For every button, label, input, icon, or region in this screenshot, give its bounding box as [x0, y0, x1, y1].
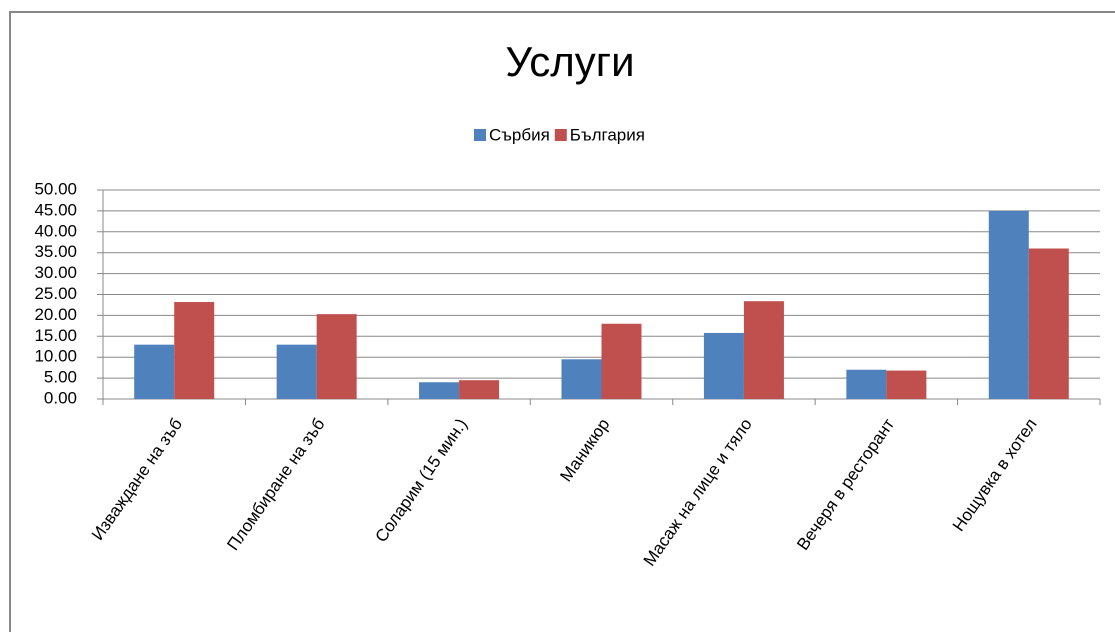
y-tick-label: 35.00 [34, 242, 77, 261]
bar [886, 370, 927, 399]
bar [1028, 248, 1069, 399]
chart-title: Услуги [505, 38, 634, 85]
bar [316, 314, 357, 399]
legend-swatch [474, 129, 486, 141]
y-tick-label: 20.00 [34, 305, 77, 324]
bar [459, 380, 500, 399]
bar [846, 369, 887, 399]
y-tick-label: 10.00 [34, 347, 77, 366]
bar [601, 323, 642, 399]
y-tick-label: 30.00 [34, 263, 77, 282]
bar [174, 302, 215, 399]
legend-swatch [554, 129, 567, 141]
bar [419, 382, 460, 399]
y-tick-label: 5.00 [44, 368, 77, 387]
y-tick-label: 0.00 [44, 388, 77, 407]
bar [134, 344, 175, 399]
legend-label: Сърбия [489, 125, 550, 144]
bar [561, 359, 602, 399]
y-tick-label: 15.00 [34, 326, 77, 345]
legend-label: България [570, 125, 645, 144]
bar [276, 344, 317, 399]
y-tick-label: 40.00 [34, 221, 77, 240]
y-tick-label: 50.00 [34, 179, 77, 198]
bar [988, 210, 1029, 399]
bar [703, 332, 744, 399]
y-tick-label: 25.00 [34, 284, 77, 303]
y-tick-label: 45.00 [34, 200, 77, 219]
bar [743, 301, 784, 399]
